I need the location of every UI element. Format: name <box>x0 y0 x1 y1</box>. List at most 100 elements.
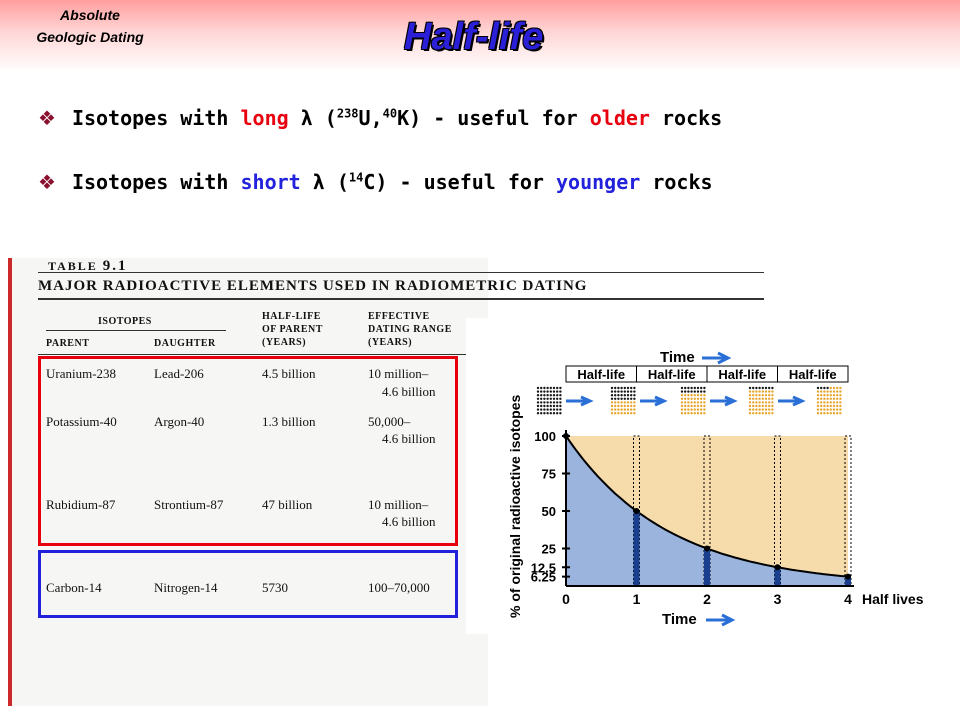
isotope-dot <box>752 404 755 408</box>
isotope-dot <box>703 412 706 415</box>
long-halflife-highlight-box <box>38 356 458 546</box>
data-point <box>774 564 781 571</box>
isotope-dot <box>614 404 617 408</box>
x-end-label: Half lives <box>862 591 924 607</box>
isotope-dot <box>680 404 684 408</box>
isotope-dot <box>768 397 771 400</box>
isotope-dot <box>820 394 823 397</box>
isotope-dot <box>693 386 696 390</box>
isotope-dot <box>680 412 684 415</box>
isotope-dot <box>620 401 623 404</box>
isotope-dot <box>696 401 700 404</box>
isotope-dot <box>633 386 636 390</box>
isotope-dot <box>823 394 826 397</box>
isotope-dot <box>748 397 752 400</box>
isotope-dot <box>768 386 771 390</box>
cell-range: 50,000– <box>368 414 411 429</box>
table-title: MAJOR RADIOACTIVE ELEMENTS USED IN RADIO… <box>38 278 588 294</box>
isotope-dot <box>684 401 687 404</box>
isotope-dot <box>626 390 630 393</box>
isotope-dot <box>832 390 836 393</box>
isotope-dot <box>703 397 706 400</box>
isotope-dot <box>700 397 703 400</box>
isotope-dot <box>703 408 706 411</box>
table-number: TABLE 9.1 <box>48 258 128 274</box>
cell-half-life: 4.5 billion <box>262 366 316 381</box>
cell-daughter: Lead-206 <box>154 366 204 381</box>
isotope-dot <box>696 394 700 397</box>
section-label-line2: Geologic Dating <box>36 29 144 45</box>
isotope-dot <box>768 390 771 393</box>
isotope-dot <box>552 404 556 408</box>
col-half-life: HALF-LIFE OF PARENT (YEARS) <box>262 311 323 348</box>
isotope-dot <box>826 404 829 408</box>
slide-header: Absolute Geologic Dating Half-life <box>0 0 960 72</box>
isotope-dot <box>633 408 636 411</box>
isotope-dot <box>684 394 687 397</box>
isotope-dot <box>752 394 755 397</box>
isotope-dot <box>556 390 559 393</box>
isotope-dot <box>761 386 764 390</box>
isotope-dot <box>633 404 636 408</box>
isotope-dot <box>839 397 842 400</box>
isotope-dot <box>820 397 823 400</box>
isotope-dot <box>771 408 774 411</box>
isotope-dot <box>543 394 546 397</box>
isotope-dot <box>610 386 614 390</box>
isotope-dot <box>823 408 826 411</box>
isotope-dot <box>559 408 562 411</box>
isotope-dot <box>755 390 758 393</box>
isotope-dot <box>829 394 832 397</box>
cell-parent: Potassium-40 <box>46 414 117 429</box>
isotope-dot <box>620 386 623 390</box>
isotope-dot <box>820 390 823 393</box>
isotope-dot <box>556 404 559 408</box>
isotope-dot <box>543 412 546 415</box>
isotope-dot <box>617 404 620 408</box>
isotope-dot <box>543 408 546 411</box>
isotope-dot <box>556 397 559 400</box>
half-life-period-label: Half-life <box>718 367 766 382</box>
isotope-dot <box>826 412 829 415</box>
isotope-dot <box>820 412 823 415</box>
cell-daughter: Nitrogen-14 <box>154 580 218 595</box>
isotope-dot <box>758 394 761 397</box>
isotope-dot <box>758 412 761 415</box>
isotope-dot <box>684 386 687 390</box>
isotope-dot <box>614 390 617 393</box>
isotope-dot <box>633 397 636 400</box>
isotope-dot <box>690 404 693 408</box>
cell-range: 4.6 billion <box>382 384 436 399</box>
isotope-dot <box>687 386 690 390</box>
isotope-dot <box>829 404 832 408</box>
isotope-dot <box>620 408 623 411</box>
isotope-dot <box>546 401 549 404</box>
isotope-dot <box>687 390 690 393</box>
isotope-dot <box>559 397 562 400</box>
cell-range: 10 million– <box>368 497 429 512</box>
isotope-dot <box>832 394 836 397</box>
decay-arrow-icon <box>640 395 668 407</box>
isotope-dot <box>764 401 768 404</box>
isotope-dot <box>620 394 623 397</box>
isotope-dot <box>540 394 543 397</box>
isotope-dot <box>839 404 842 408</box>
isotope-dot <box>687 401 690 404</box>
isotope-dot <box>836 390 839 393</box>
isotope-dot <box>552 386 556 390</box>
isotope-dot <box>546 390 549 393</box>
isotope-dot <box>630 401 633 404</box>
isotope-dot <box>540 404 543 408</box>
isotope-dot <box>610 408 614 411</box>
isotope-dot <box>559 394 562 397</box>
isotope-dot <box>771 394 774 397</box>
isotope-dot <box>700 412 703 415</box>
isotope-dot <box>832 397 836 400</box>
isotope-dot <box>620 412 623 415</box>
isotope-dot <box>536 386 540 390</box>
isotope-dot <box>764 412 768 415</box>
isotope-dot <box>610 401 614 404</box>
mass-number: 40 <box>382 106 398 121</box>
isotope-dot <box>771 404 774 408</box>
isotope-dot <box>816 386 820 390</box>
